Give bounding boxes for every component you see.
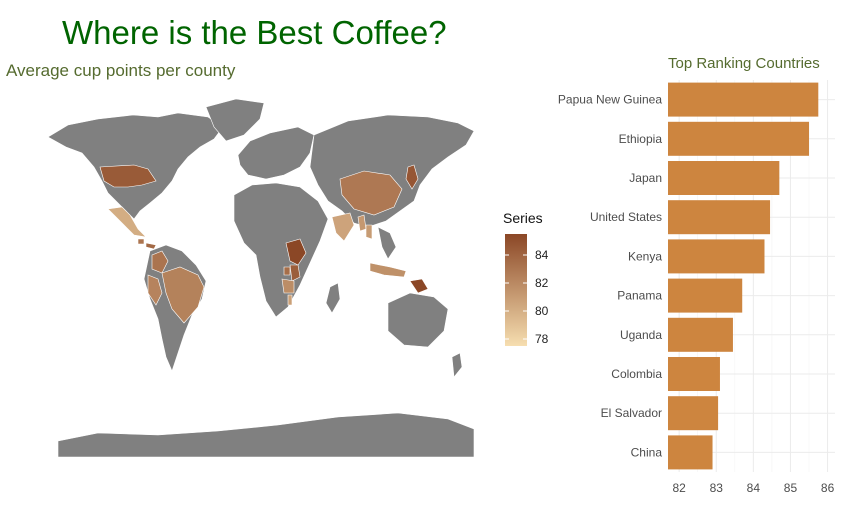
region-indonesia — [369, 262, 407, 278]
bar — [668, 317, 733, 352]
region-kenya — [289, 264, 301, 282]
madagascar-shape — [325, 282, 341, 314]
region-thailand — [365, 224, 373, 240]
greenland-shape — [205, 98, 265, 142]
x-tick-label: 83 — [710, 481, 724, 495]
legend-title: Series — [503, 210, 543, 226]
region-brazil — [161, 266, 205, 324]
legend-colorbar: 84 82 80 78 — [505, 234, 549, 346]
coffee-countries — [99, 164, 429, 324]
category-label: China — [631, 445, 663, 459]
bar — [668, 357, 720, 391]
region-colombia — [151, 250, 169, 274]
legend-tick-label: 84 — [535, 248, 549, 262]
category-label: Colombia — [611, 367, 662, 381]
region-panama — [145, 242, 157, 250]
bar — [668, 435, 713, 470]
australia-shape — [387, 292, 449, 348]
category-label: Papua New Guinea — [558, 93, 662, 107]
bar — [668, 161, 780, 195]
page-title: Where is the Best Coffee? — [62, 14, 447, 51]
region-papua-new-guinea — [409, 278, 429, 294]
x-tick-label: 85 — [784, 481, 798, 495]
legend-tick-label: 78 — [535, 332, 549, 346]
bar-chart-category-labels: Papua New Guinea Ethiopia Japan United Stat… — [558, 93, 662, 460]
bar — [668, 239, 765, 274]
bar — [668, 396, 719, 431]
region-el-salvador — [137, 238, 145, 245]
world-map — [47, 98, 475, 458]
x-tick-label: 86 — [821, 481, 835, 495]
category-label: Japan — [629, 171, 662, 185]
bar-chart-bars — [668, 82, 819, 470]
bar-chart-x-tick-labels: 82 83 84 85 86 — [672, 481, 834, 495]
x-tick-label: 84 — [747, 481, 761, 495]
region-tanzania — [281, 278, 295, 294]
africa-shape — [233, 182, 329, 318]
category-label: El Salvador — [601, 406, 662, 420]
asia-shape — [309, 114, 475, 228]
category-label: Ethiopia — [619, 132, 663, 146]
bar — [668, 200, 771, 235]
map-land — [47, 98, 475, 458]
category-label: Uganda — [620, 328, 662, 342]
region-uganda — [283, 266, 291, 276]
region-ethiopia — [285, 238, 307, 266]
region-india — [331, 212, 355, 242]
bar-chart: Papua New Guinea Ethiopia Japan United Stat… — [558, 80, 835, 495]
category-label: Kenya — [628, 249, 662, 263]
antarctica-shape — [57, 412, 475, 458]
legend-tick-label: 82 — [535, 276, 549, 290]
category-label: United States — [590, 210, 662, 224]
map-subtitle: Average cup points per county — [6, 61, 236, 80]
bar — [668, 121, 810, 156]
region-mexico — [107, 206, 147, 238]
region-peru — [147, 274, 163, 306]
legend-tick-label: 80 — [535, 304, 549, 318]
bar-chart-title: Top Ranking Countries — [668, 55, 820, 72]
southeast-asia-shape — [377, 226, 397, 260]
legend-gradient-bar — [505, 234, 527, 346]
new-zealand-shape — [451, 352, 463, 378]
region-japan — [405, 164, 419, 190]
region-china — [339, 170, 403, 216]
bar — [668, 278, 743, 313]
category-label: Panama — [617, 289, 662, 303]
color-legend: Series 84 82 80 78 — [503, 210, 563, 352]
europe-shape — [237, 126, 315, 180]
region-malawi — [287, 294, 293, 306]
x-tick-label: 82 — [672, 481, 686, 495]
region-united-states — [99, 164, 157, 188]
bar — [668, 82, 819, 117]
